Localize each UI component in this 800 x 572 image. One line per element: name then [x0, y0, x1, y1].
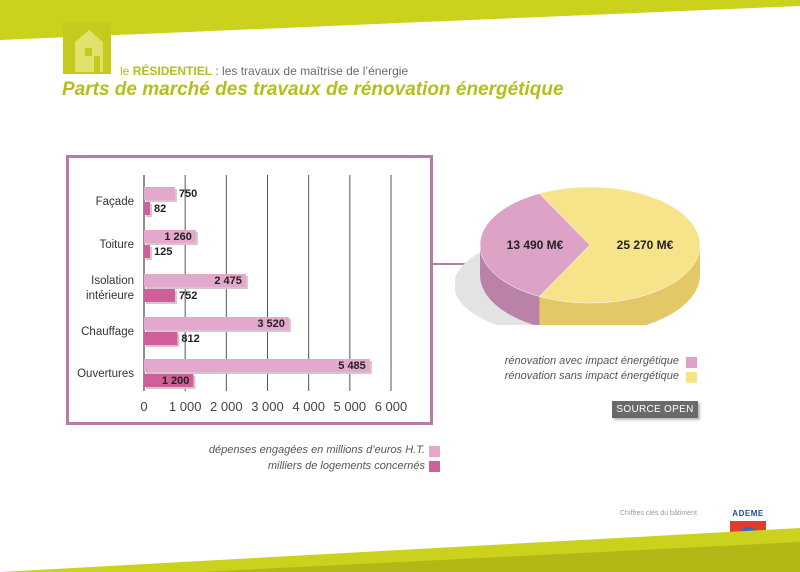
bar-spend — [144, 187, 175, 200]
house-logo-icon — [63, 22, 111, 74]
footer-text: Chiffres clés du bâtiment — [620, 510, 697, 517]
legend-label-homes: milliers de logements concernés — [268, 460, 425, 472]
x-tick-label: 5 000 — [334, 399, 367, 414]
bar-spend — [144, 359, 370, 372]
bar-value-label-homes: 82 — [154, 203, 166, 215]
subtitle-rest: : les travaux de maîtrise de l’énergie — [212, 64, 408, 78]
x-tick-label: 1 000 — [169, 399, 202, 414]
bar-value-label-homes: 752 — [179, 290, 197, 302]
category-label: Ouvertures — [77, 368, 134, 380]
bar-value-label-spend: 2 475 — [214, 275, 242, 287]
bar-homes — [144, 332, 177, 345]
ademe-logo-text: ADEME — [726, 509, 770, 518]
source-open-button[interactable]: SOURCE OPEN — [612, 401, 698, 418]
category-label: intérieure — [86, 290, 134, 302]
bar-homes — [144, 289, 175, 302]
x-tick-label: 4 000 — [292, 399, 325, 414]
bar-value-label-homes: 1 200 — [162, 375, 190, 387]
legend-swatch-spend — [429, 446, 440, 457]
pie-chart: 13 490 M€ 25 270 M€ — [455, 185, 725, 325]
x-tick-label: 2 000 — [210, 399, 243, 414]
bar-homes — [144, 202, 150, 215]
subtitle-section: RÉSIDENTIEL — [133, 64, 212, 78]
pie-legend-label-with-impact: rénovation avec impact énergétique — [505, 355, 679, 367]
x-tick-label: 0 — [140, 399, 147, 414]
bar-value-label-spend: 1 260 — [164, 231, 192, 243]
x-tick-label: 6 000 — [375, 399, 408, 414]
bar-value-label-spend: 3 520 — [257, 318, 285, 330]
pie-value-label-without-impact: 25 270 M€ — [617, 238, 674, 252]
category-label: Chauffage — [81, 326, 134, 338]
bar-value-label-spend: 5 485 — [338, 360, 366, 372]
pie-legend-swatch-with-impact — [686, 357, 697, 368]
bar-value-label-homes: 125 — [154, 246, 172, 258]
top-decorative-band — [0, 0, 800, 40]
bar-value-label-homes: 812 — [181, 333, 199, 345]
category-label: Façade — [96, 196, 134, 208]
subtitle-prefix: le — [120, 64, 133, 78]
page-subtitle: le RÉSIDENTIEL : les travaux de maîtrise… — [120, 64, 408, 78]
bar-value-label-spend: 750 — [179, 188, 197, 200]
pie-legend-label-without-impact: rénovation sans impact énergétique — [505, 370, 679, 382]
legend-label-spend: dépenses engagées en millions d’euros H.… — [209, 444, 425, 456]
x-tick-label: 3 000 — [251, 399, 284, 414]
pie-legend-swatch-without-impact — [686, 372, 697, 383]
bottom-decorative-band — [0, 520, 800, 572]
category-label: Toiture — [99, 239, 134, 251]
pie-value-label-with-impact: 13 490 M€ — [507, 238, 564, 252]
legend-swatch-homes — [429, 461, 440, 472]
bar-homes — [144, 245, 150, 258]
category-label: Isolation — [91, 275, 134, 287]
page-title: Parts de marché des travaux de rénovatio… — [62, 79, 564, 101]
